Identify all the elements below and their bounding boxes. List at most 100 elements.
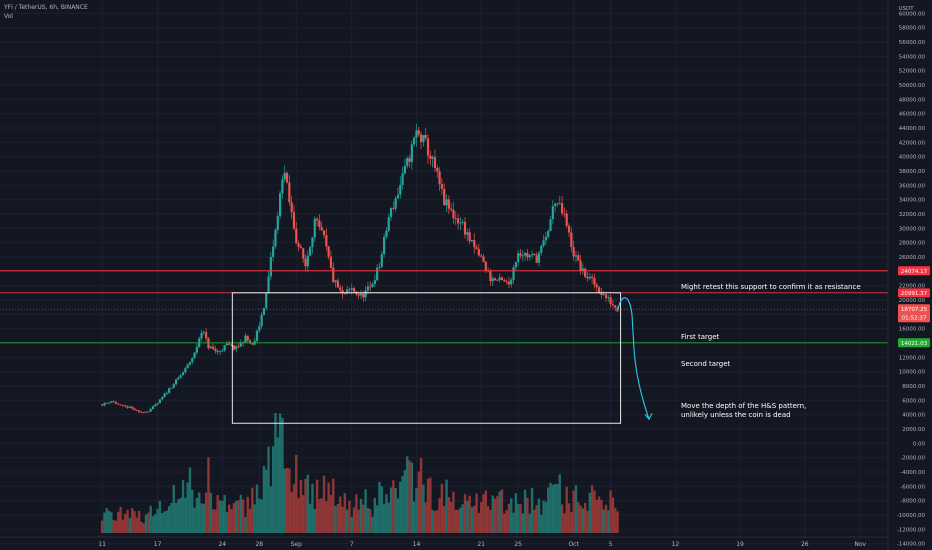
volume-bar [174, 502, 178, 533]
candle-body [105, 402, 108, 404]
candle-body [362, 293, 365, 298]
candle-body [292, 212, 296, 229]
volume-bar [362, 504, 365, 533]
candle-body [110, 401, 113, 403]
candle-body [235, 346, 238, 350]
volume-bar [500, 489, 504, 533]
candle-body [285, 172, 289, 183]
volume-bar [512, 512, 515, 533]
volume-bar [352, 507, 356, 533]
pattern-drawings[interactable] [231, 292, 653, 424]
candle-body [161, 396, 164, 400]
volume-bar [584, 502, 587, 533]
volume-bar [234, 501, 238, 533]
volume-bar [200, 503, 203, 533]
hs-depth-box[interactable] [231, 292, 622, 424]
volume-bar [110, 512, 113, 533]
candle-body [193, 352, 196, 359]
volume-bar [505, 509, 508, 533]
candle-body [186, 364, 189, 369]
candle-body [246, 335, 249, 341]
candle-body [267, 276, 270, 294]
volume-bar [498, 491, 501, 533]
volume-bar [503, 513, 506, 533]
volume-bar [265, 469, 268, 533]
candle-body [570, 232, 573, 247]
volume-bar [396, 498, 400, 533]
candle-body [392, 207, 395, 209]
volume-bar [443, 506, 446, 533]
candle-body [140, 411, 143, 413]
candle-body [431, 157, 434, 159]
price-tick-label: 0.00 [913, 441, 926, 447]
volume-bar [567, 503, 571, 533]
candle-body [519, 253, 522, 256]
candle-body [124, 405, 127, 407]
candle-body [373, 280, 376, 284]
volume-bar [454, 509, 457, 533]
candle-body [426, 138, 430, 156]
volume-bar [165, 510, 169, 533]
volume-bar [433, 510, 437, 533]
price-tick-label: 52000.00 [899, 69, 926, 75]
volume-bar [514, 493, 518, 533]
volume-bar [251, 487, 254, 533]
volume-bar [373, 498, 377, 533]
candle-body [260, 315, 263, 327]
candle-body [581, 268, 584, 271]
price-tick-label: 46000.00 [899, 112, 926, 118]
candle-body [357, 294, 360, 296]
time-axis[interactable]: 11 17 24 28 Sep 7 14 21 25 Oct 5 12 19 26 Nov [98, 541, 866, 548]
candle-body [251, 343, 254, 345]
volume-bar [530, 487, 534, 533]
candle-body [456, 218, 460, 224]
volume-bar [394, 488, 397, 533]
projection-arrow[interactable] [617, 297, 650, 420]
volume-bar [151, 516, 155, 533]
candle-body [223, 345, 226, 351]
volume-bar [195, 497, 199, 533]
volume-bar [470, 507, 474, 533]
candle-body [188, 362, 192, 365]
volume-bar [302, 495, 305, 533]
candle-body [422, 135, 425, 143]
candle-body [417, 130, 420, 135]
volume-bar [154, 514, 157, 533]
volume-bar [359, 498, 363, 533]
volume-bar [526, 497, 529, 533]
price-tick-label: 48000.00 [899, 97, 926, 103]
candle-body [413, 137, 416, 145]
candle-body [128, 406, 131, 408]
candle-body [103, 402, 106, 406]
volume-bar [135, 517, 138, 533]
price-axis-unit: USDT [898, 6, 914, 12]
candle-body [438, 171, 441, 185]
volume-bar [563, 513, 566, 533]
volume-bar [461, 504, 464, 533]
time-tick-label: 7 [350, 541, 354, 548]
volume-bar [336, 504, 340, 533]
time-tick-label: 24 [218, 541, 226, 548]
volume-bar [412, 501, 416, 533]
volume-bar [600, 500, 603, 533]
volume-bar [258, 498, 261, 533]
candle-body [556, 203, 559, 205]
volume-bar [452, 491, 455, 533]
volume-bar [103, 512, 106, 533]
candle-body [572, 246, 575, 257]
price-tick-label: 60000.00 [899, 11, 926, 17]
candle-body [424, 135, 427, 139]
candle-body [232, 345, 235, 350]
volume-bar [510, 498, 513, 533]
candle-body [239, 342, 242, 347]
volume-bar [533, 509, 536, 533]
volume-bar [343, 493, 347, 533]
candle-body [447, 199, 450, 209]
candle-body [327, 246, 330, 257]
candle-body [574, 255, 578, 257]
candle-body [584, 268, 587, 278]
candle-body [350, 288, 353, 290]
candle-body [209, 346, 212, 349]
